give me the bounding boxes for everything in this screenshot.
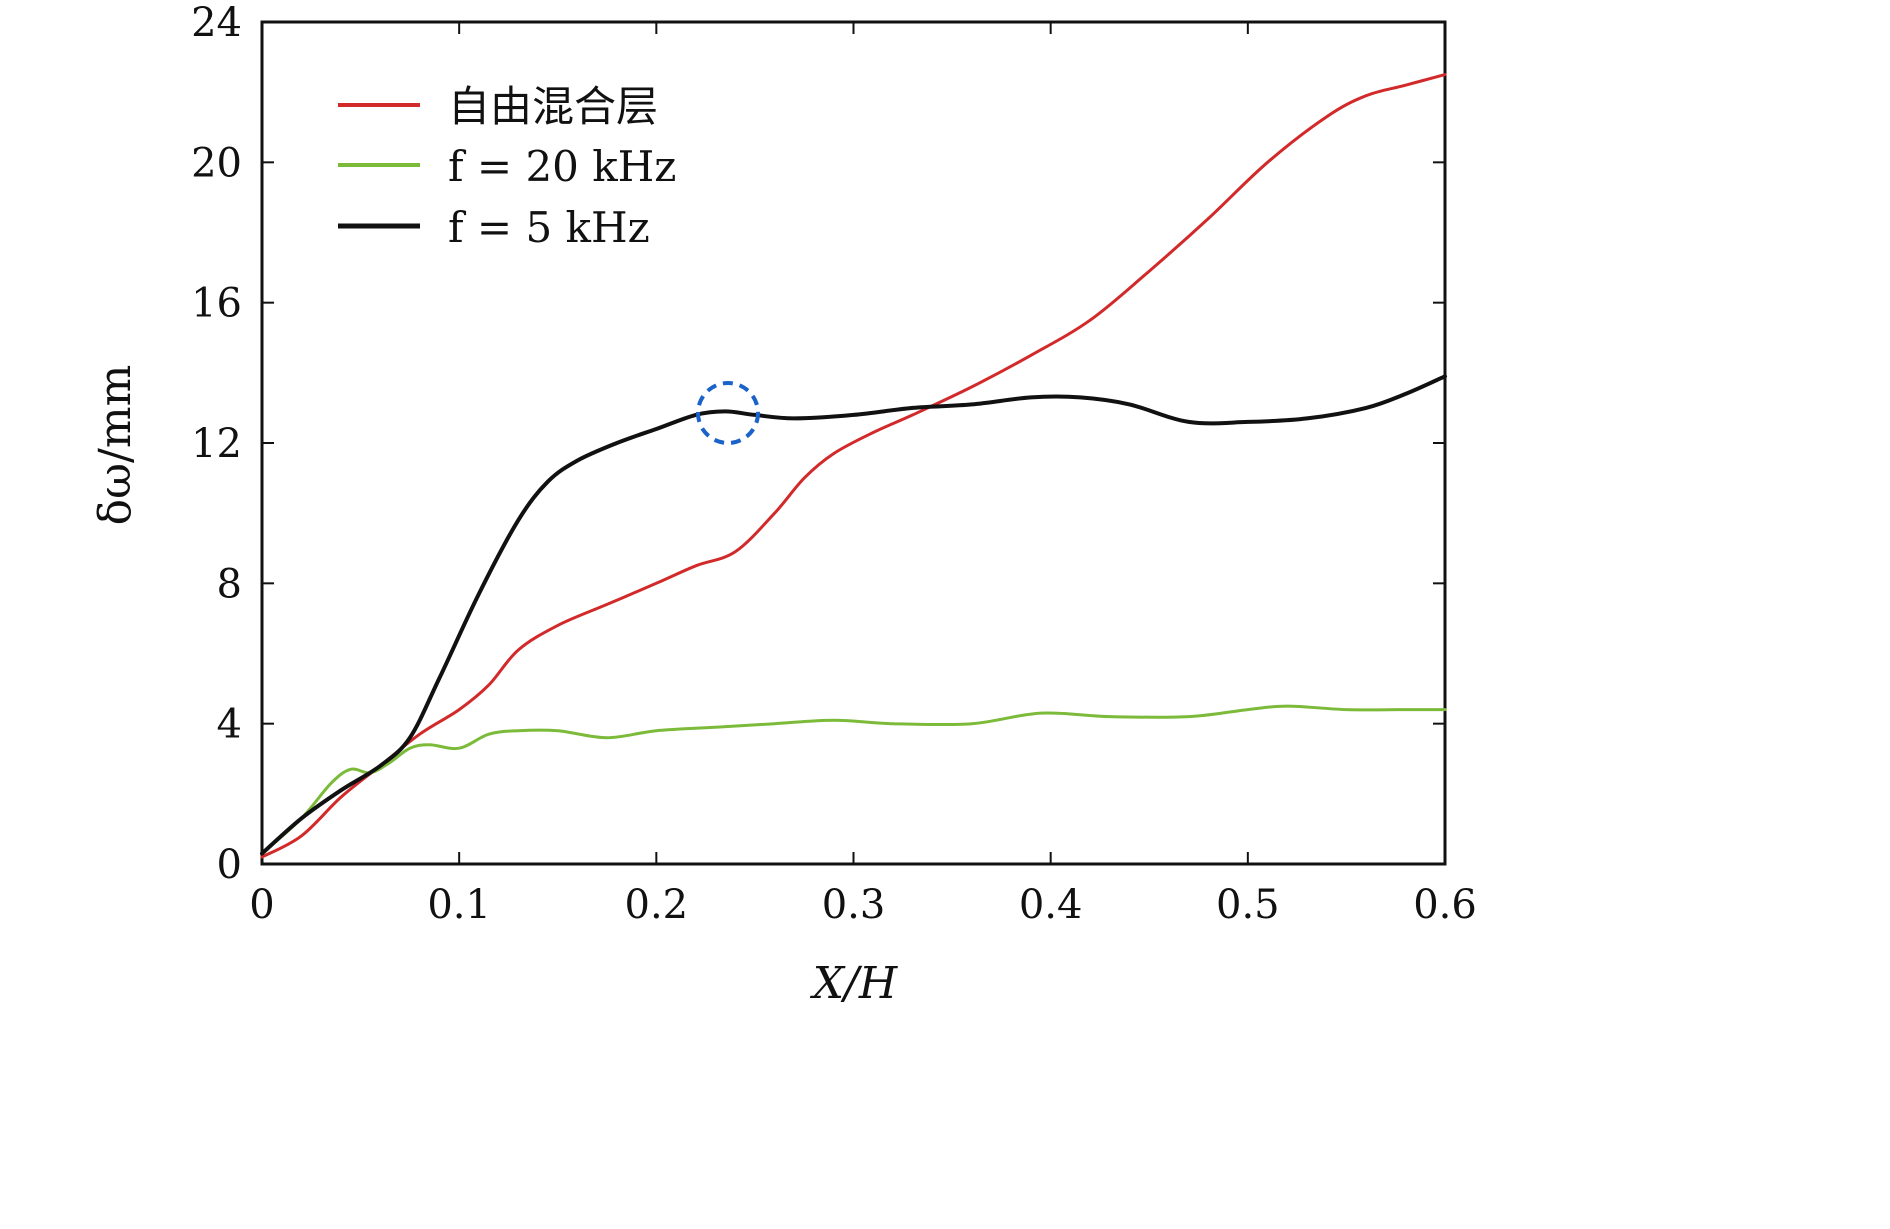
y-tick-label: 12 bbox=[191, 421, 242, 467]
legend-label: 自由混合层 bbox=[448, 82, 658, 131]
series-line-free-mixing-layer bbox=[260, 73, 1447, 859]
y-tick-label: 4 bbox=[217, 702, 242, 748]
legend-label: f = 20 kHz bbox=[448, 142, 676, 191]
x-tick-label: 0.5 bbox=[1216, 882, 1280, 928]
legend: 自由混合层 f = 20 kHz f = 5 kHz bbox=[338, 82, 676, 252]
y-tick-label: 24 bbox=[191, 0, 242, 46]
y-axis-label: δω/mm bbox=[90, 365, 141, 526]
x-tick-label: 0.2 bbox=[625, 882, 689, 928]
x-tick-label: 0.1 bbox=[427, 882, 491, 928]
series-line-f-20khz bbox=[260, 704, 1447, 855]
line-chart: 0 0.1 0.2 0.3 0.4 0.5 0.6 0 4 8 12 16 20 24 自由混合层 f = … bbox=[90, 0, 1477, 1009]
y-tick-label: 16 bbox=[191, 281, 242, 327]
axis-ticks: 0 0.1 0.2 0.3 0.4 0.5 0.6 0 4 8 12 16 20 24 bbox=[191, 0, 1477, 928]
legend-label: f = 5 kHz bbox=[448, 203, 650, 252]
y-tick-label: 0 bbox=[217, 842, 242, 888]
x-tick-label: 0.3 bbox=[822, 882, 886, 928]
series-line-f-5khz bbox=[260, 374, 1447, 856]
y-tick-label: 20 bbox=[191, 140, 242, 186]
highlight-marker bbox=[696, 381, 760, 445]
x-tick-label: 0.4 bbox=[1019, 882, 1083, 928]
x-axis-label: X/H bbox=[810, 958, 899, 1009]
x-tick-label: 0 bbox=[249, 882, 274, 928]
x-tick-label: 0.6 bbox=[1413, 882, 1477, 928]
data-series bbox=[260, 73, 1447, 859]
y-tick-label: 8 bbox=[217, 561, 242, 607]
